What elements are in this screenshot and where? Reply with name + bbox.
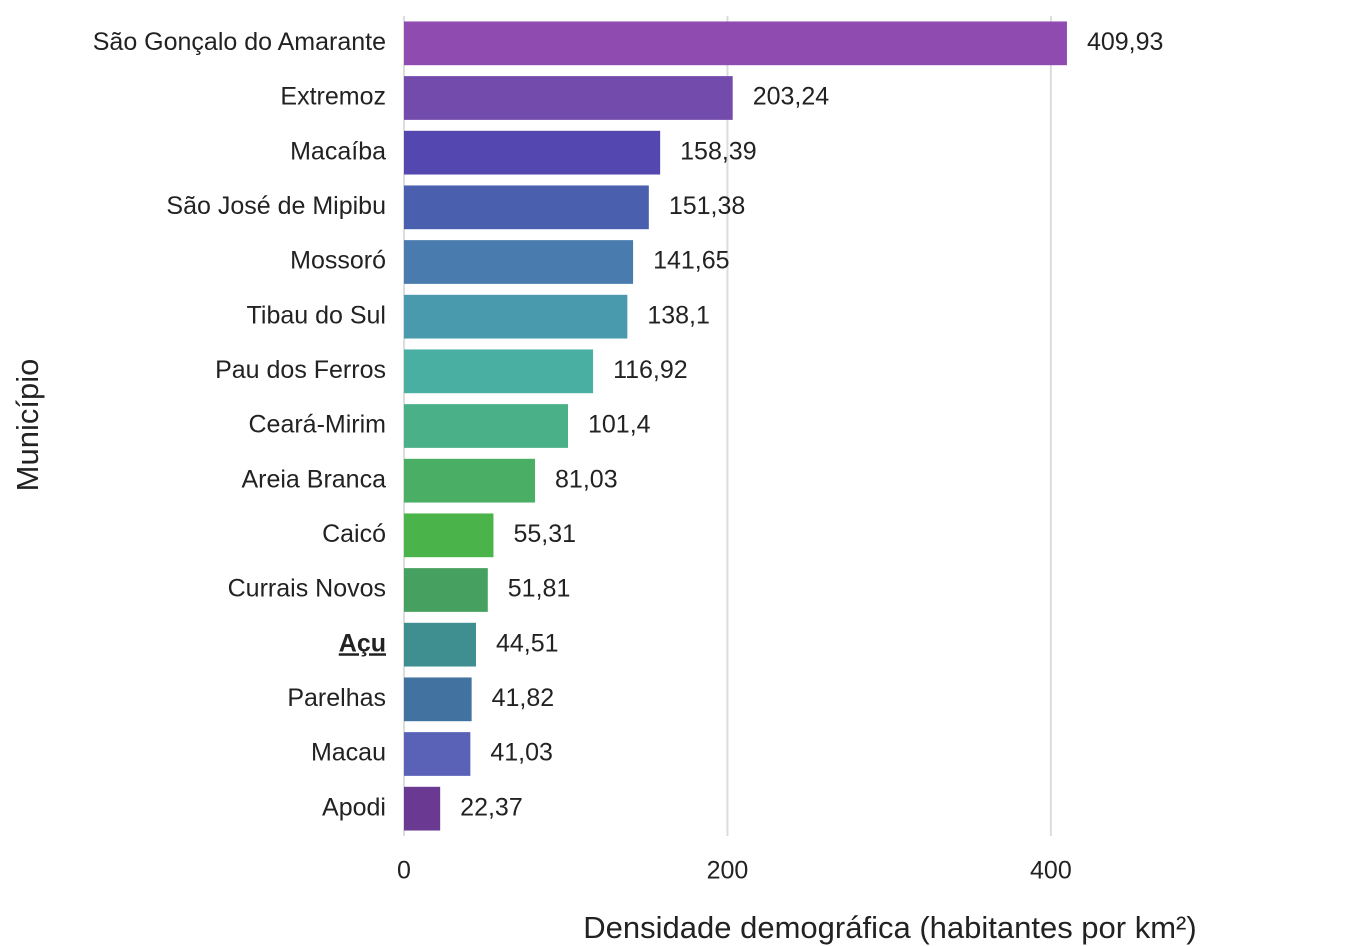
y-tick-label: Parelhas — [287, 684, 386, 712]
bar — [404, 404, 568, 448]
value-label: 81,03 — [555, 465, 618, 493]
y-tick-label: Açu — [339, 629, 386, 657]
y-tick-label: Areia Branca — [241, 465, 386, 493]
value-label: 158,39 — [680, 137, 756, 165]
bar — [404, 76, 733, 120]
bar — [404, 458, 536, 503]
x-tick-label: 0 — [397, 857, 411, 885]
value-label: 151,38 — [669, 192, 745, 220]
y-tick-label: Currais Novos — [228, 575, 386, 603]
bar — [404, 513, 494, 558]
bar — [404, 130, 661, 175]
y-tick-label: São José de Mipibu — [166, 192, 386, 220]
bar — [404, 622, 476, 667]
value-label: 203,24 — [753, 83, 830, 111]
y-tick-label: Apodi — [322, 793, 386, 821]
y-tick-label: Ceará-Mirim — [249, 411, 387, 439]
x-axis-label: Densidade demográfica (habitantes por km… — [583, 910, 1196, 945]
value-label: 409,93 — [1087, 28, 1163, 56]
y-tick-label: Tibau do Sul — [247, 301, 386, 329]
bar — [404, 732, 471, 776]
bar — [404, 349, 594, 394]
bar — [404, 294, 628, 339]
y-tick-label: Pau dos Ferros — [215, 356, 386, 384]
value-label: 101,4 — [588, 411, 651, 439]
value-label: 41,03 — [490, 739, 553, 767]
bar — [404, 786, 441, 831]
value-label: 141,65 — [653, 247, 729, 275]
value-label: 44,51 — [496, 629, 559, 657]
y-tick-label: Macau — [311, 739, 386, 767]
value-label: 22,37 — [460, 793, 523, 821]
bar — [404, 21, 1067, 66]
value-label: 51,81 — [508, 575, 571, 603]
value-label: 116,92 — [613, 356, 688, 384]
bar — [404, 677, 472, 722]
bar — [404, 240, 634, 284]
bar — [404, 185, 649, 230]
y-tick-label: Caicó — [322, 520, 386, 548]
value-label: 138,1 — [647, 301, 710, 329]
y-axis-label: Município — [10, 359, 45, 492]
y-tick-label: Mossoró — [290, 247, 386, 275]
y-tick-label: São Gonçalo do Amarante — [93, 28, 386, 56]
y-tick-label: Macaíba — [290, 137, 386, 165]
value-label: 41,82 — [492, 684, 555, 712]
x-tick-label: 400 — [1030, 857, 1072, 885]
value-label: 55,31 — [513, 520, 576, 548]
x-tick-label: 200 — [707, 857, 749, 885]
bar — [404, 568, 488, 612]
y-tick-label: Extremoz — [280, 83, 386, 111]
